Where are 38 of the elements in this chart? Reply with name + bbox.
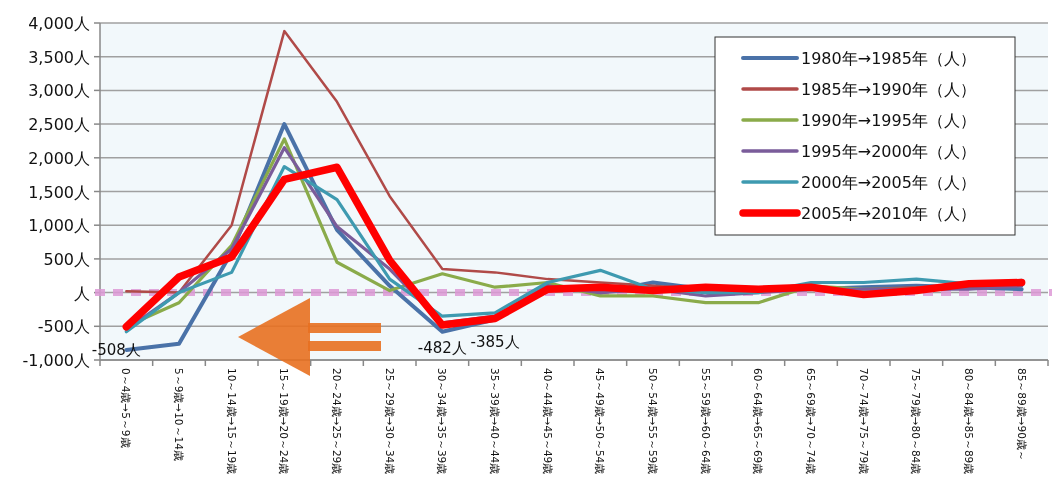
x-tick-label: 60～64歳→65～69歳 xyxy=(752,368,765,475)
y-tick-label: 3,000人 xyxy=(28,81,90,101)
x-tick-label: 25～29歳→30～34歳 xyxy=(383,368,396,475)
y-tick-label: 2,000人 xyxy=(28,148,90,168)
legend-label: 1985年→1990年（人） xyxy=(801,80,976,99)
legend-label: 1995年→2000年（人） xyxy=(801,142,976,161)
y-tick-label: -500人 xyxy=(37,317,90,337)
x-tick-label: 45～49歳→50～54歳 xyxy=(594,368,607,475)
annotation: -508人 xyxy=(91,340,141,359)
legend-label: 2005年→2010年（人） xyxy=(801,204,976,223)
y-tick-label: 人 xyxy=(74,283,90,303)
x-tick-label: 15～19歳→20～24歳 xyxy=(278,368,291,475)
x-tick-label: 5～9歳→10～14歳 xyxy=(173,368,185,461)
annotation: -482人 xyxy=(417,339,467,358)
x-tick-label: 80～84歳→85～89歳 xyxy=(963,368,975,475)
y-tick-label: 4,000人 xyxy=(28,14,90,33)
x-tick-label: 65～69歳→70～74歳 xyxy=(805,368,817,475)
x-tick-label: 70～74歳→75～79歳 xyxy=(857,368,870,475)
y-tick-label: 2,500人 xyxy=(28,115,90,135)
x-tick-label: 0～4歳→5～9歳 xyxy=(120,368,133,448)
x-tick-label: 30～34歳→35～39歳 xyxy=(436,368,449,475)
legend-label: 1990年→1995年（人） xyxy=(801,111,976,130)
x-tick-label: 75～79歳→80～84歳 xyxy=(910,368,923,475)
x-tick-label: 10～14歳→15～19歳 xyxy=(225,368,238,475)
y-tick-label: 1,500人 xyxy=(28,182,90,202)
y-tick-label: 1,000人 xyxy=(28,216,90,236)
annotation: -385人 xyxy=(470,332,520,351)
legend-label: 1980年→1985年（人） xyxy=(801,49,976,68)
legend-label: 2000年→2005年（人） xyxy=(801,173,976,192)
x-tick-label: 55～59歳→60～64歳 xyxy=(699,368,712,475)
x-tick-label: 20～24歳→25～29歳 xyxy=(331,368,343,475)
x-tick-label: 40～44歳→45～49歳 xyxy=(541,368,554,475)
y-tick-label: 500人 xyxy=(43,249,90,269)
x-tick-label: 50～54歳→55～59歳 xyxy=(647,368,659,475)
y-tick-label: 3,500人 xyxy=(28,47,90,67)
x-tick-label: 35～39歳→40～44歳 xyxy=(489,368,501,475)
y-tick-label: -1,000人 xyxy=(22,351,90,370)
x-tick-label: 85～89歳→90歳～ xyxy=(1015,368,1028,461)
